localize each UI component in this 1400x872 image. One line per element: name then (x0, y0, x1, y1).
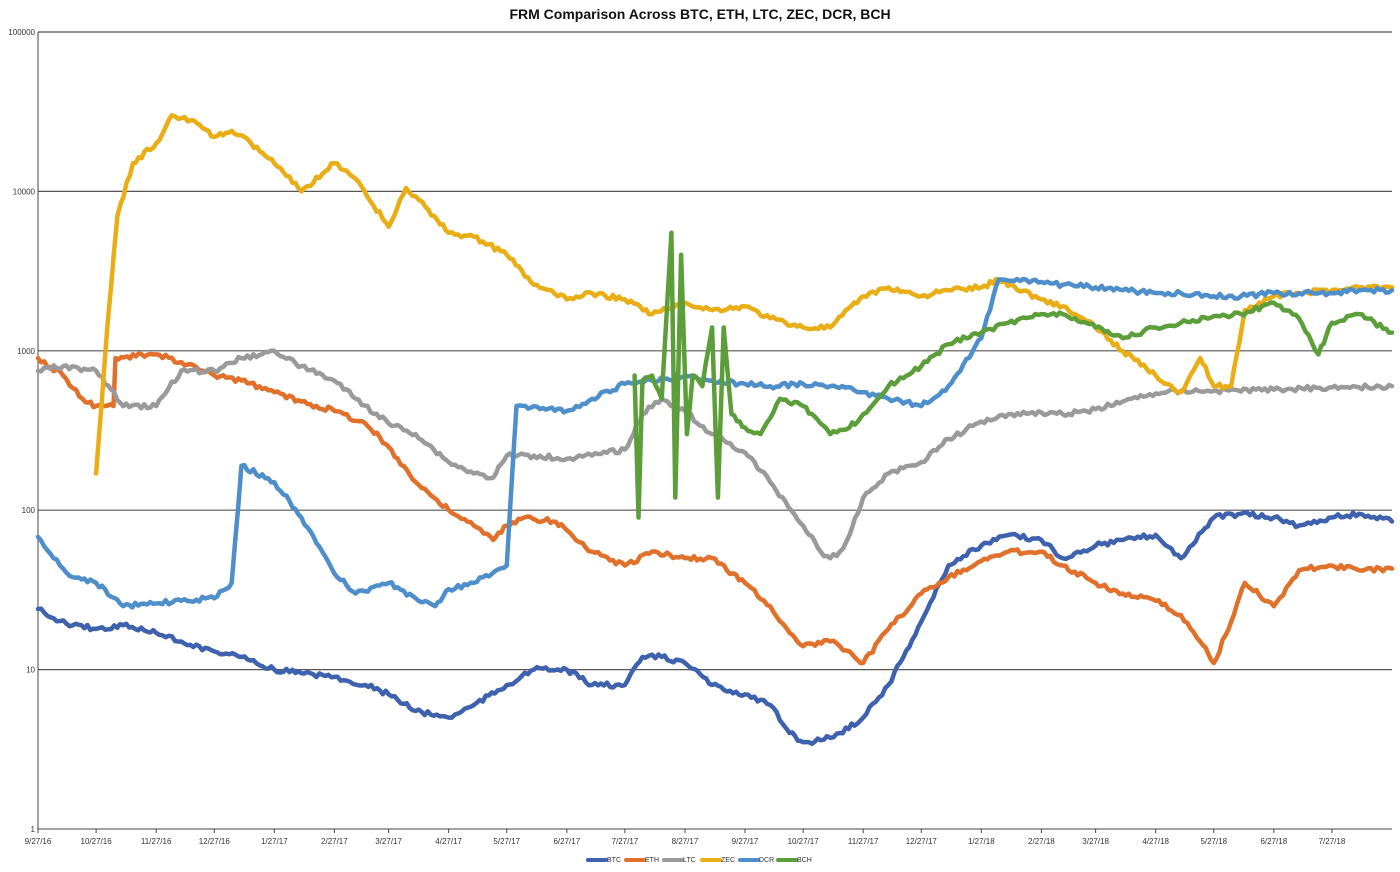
legend-layer: BTC ETH LTC ZEC DCR BCH (586, 857, 812, 864)
y-tick-label: 100 (22, 506, 36, 515)
x-tick-label: 11/27/17 (848, 837, 879, 846)
series-line-eth (35, 351, 1395, 666)
legend-label-eth: ETH (645, 857, 659, 864)
legend-label-dcr: DCR (759, 857, 774, 864)
x-tick-label: 6/27/18 (1260, 837, 1287, 846)
y-tick-label: 1 (31, 825, 36, 834)
series-line-btc (35, 510, 1395, 747)
y-tick-label: 1000 (17, 347, 35, 356)
x-tick-label: 6/27/17 (553, 837, 580, 846)
x-tick-label: 5/27/18 (1200, 837, 1227, 846)
x-tick-label: 9/27/17 (732, 837, 759, 846)
x-tick-label: 7/27/17 (612, 837, 639, 846)
x-tick-label: 4/27/17 (435, 837, 462, 846)
x-tick-label: 12/27/16 (199, 837, 231, 846)
x-tick-label: 9/27/16 (25, 837, 52, 846)
x-tick-label: 5/27/17 (493, 837, 520, 846)
x-tick-label: 1/27/18 (968, 837, 995, 846)
axis-layer: 1 10 100 1000 10000 100000 9/27/16 10/27/16 11/2… (8, 28, 1392, 846)
x-tick-label: 7/27/18 (1319, 837, 1346, 846)
legend-label-btc: BTC (607, 857, 621, 864)
series-line-zec (93, 113, 1395, 476)
x-tick-label: 3/27/18 (1082, 837, 1109, 846)
legend-label-zec: ZEC (721, 857, 735, 864)
legend-label-bch: BCH (797, 857, 812, 864)
x-tick-label: 8/27/17 (672, 837, 699, 846)
series-line-bch (632, 230, 1395, 520)
x-tick-label: 3/27/17 (375, 837, 402, 846)
series-layer (35, 113, 1395, 747)
y-tick-label: 10000 (13, 187, 36, 196)
x-tick-label: 10/27/16 (81, 837, 113, 846)
x-tick-label: 10/27/17 (788, 837, 820, 846)
legend-label-ltc: LTC (683, 857, 696, 864)
x-tick-label: 2/27/18 (1028, 837, 1055, 846)
x-tick-label: 12/27/17 (906, 837, 938, 846)
x-tick-label: 2/27/17 (321, 837, 348, 846)
y-tick-label: 100000 (8, 28, 35, 37)
x-tick-label: 11/27/16 (141, 837, 172, 846)
x-tick-label: 1/27/17 (261, 837, 288, 846)
chart-title: FRM Comparison Across BTC, ETH, LTC, ZEC… (509, 6, 891, 22)
y-tick-label: 10 (26, 666, 35, 675)
x-tick-label: 4/27/18 (1142, 837, 1169, 846)
